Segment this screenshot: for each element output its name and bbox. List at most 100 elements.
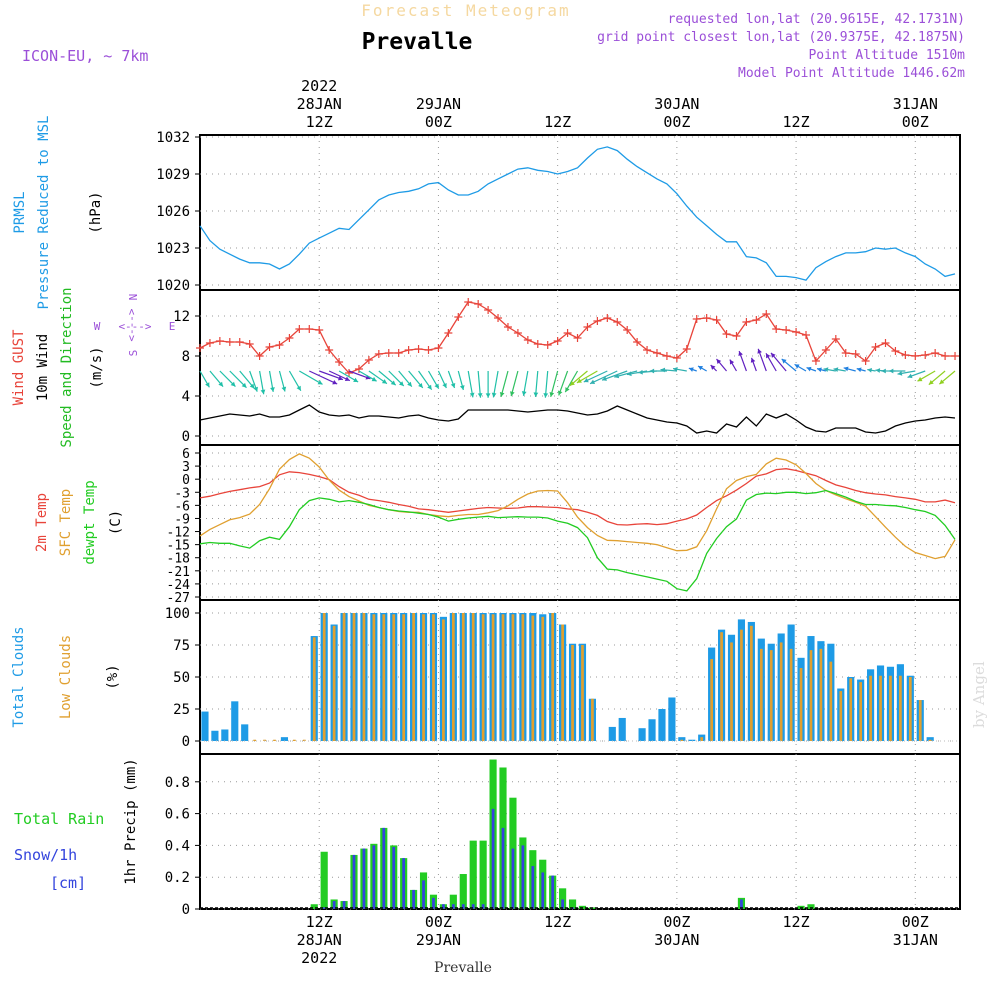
wind-arrow	[888, 368, 906, 374]
bar-snow-1h	[352, 854, 356, 909]
time-label-top: 12Z	[783, 113, 810, 131]
wind-arrow	[710, 364, 718, 372]
y-axis-label: 1hr Precip (mm)	[123, 758, 139, 884]
gust-marker	[841, 349, 850, 357]
wind-arrow	[239, 370, 255, 389]
legend-snow: Snow/1h	[14, 846, 77, 864]
wind-arrow	[229, 370, 247, 389]
wind-arrow	[328, 370, 351, 382]
bar-low-clouds	[531, 615, 535, 741]
y-tick-label: 0	[182, 734, 190, 750]
wind-arrow	[338, 370, 359, 383]
gust-marker	[325, 346, 334, 354]
gust-marker	[752, 316, 761, 324]
bar-low-clouds	[332, 625, 336, 741]
bar-total-clouds	[638, 728, 646, 741]
bar-low-clouds	[372, 614, 376, 741]
bar-low-clouds	[293, 739, 296, 741]
wind-arrow	[833, 367, 846, 372]
gust-marker	[414, 345, 423, 353]
bar-snow-1h	[551, 875, 555, 909]
y-tick-label: 1032	[156, 130, 190, 146]
gust-marker	[235, 338, 244, 346]
gust-marker	[911, 352, 920, 360]
time-label-top: 12Z	[544, 113, 571, 131]
wind-panel: 0 4 8 12 Wind GUST 10m Wind Speed and Directio…	[11, 287, 961, 448]
time-label-bottom: 00Z	[902, 913, 929, 931]
y-axis-label: dewpt Temp	[82, 480, 98, 564]
y-tick-label: -21	[167, 565, 190, 580]
gust-marker	[225, 338, 234, 346]
gust-marker	[295, 325, 304, 333]
bar-total-clouds	[211, 730, 219, 741]
gust-marker	[553, 337, 562, 345]
bar-total-rain	[807, 904, 815, 909]
bar-low-clouds	[710, 659, 713, 741]
bar-low-clouds	[501, 614, 505, 741]
wind-arrow	[816, 367, 827, 373]
wind-arrow	[543, 370, 549, 398]
gust-marker	[772, 325, 781, 333]
bar-total-rain	[479, 840, 487, 909]
bar-snow-1h	[521, 845, 525, 909]
y-axis-label: Total Clouds	[11, 626, 27, 727]
gust-marker	[871, 343, 880, 351]
svg-text:<--->: <--->	[125, 308, 138, 341]
wind-arrow	[614, 370, 638, 379]
bar-snow-1h	[491, 808, 495, 909]
time-label-bottom: 30JAN	[654, 931, 699, 949]
bar-total-rain	[469, 840, 477, 909]
gust-marker	[931, 349, 940, 357]
y-axis-label: Low Clouds	[58, 635, 74, 719]
gust-marker	[603, 314, 612, 322]
wind-arrow	[319, 370, 344, 381]
clouds-panel: 0 25 50 75 100 Total Clouds Low Clouds (%)	[11, 599, 961, 755]
bar-low-clouds	[302, 739, 306, 741]
gust-marker	[374, 350, 383, 358]
bar-low-clouds	[799, 668, 803, 741]
gust-marker	[573, 334, 582, 342]
bar-snow-1h	[402, 858, 406, 909]
y-axis-label: (C)	[108, 510, 124, 535]
time-label-top: 12Z	[306, 113, 333, 131]
gust-marker	[494, 314, 503, 322]
y-tick-label: 8	[182, 349, 190, 365]
gust-marker	[722, 330, 731, 338]
gust-marker	[831, 335, 840, 343]
y-tick-label: -24	[167, 578, 191, 593]
bar-low-clouds	[899, 675, 902, 741]
gust-marker	[404, 346, 413, 354]
y-axis-label: (%)	[105, 664, 121, 689]
bar-low-clouds	[829, 661, 833, 741]
y-tick-label: 6	[182, 447, 190, 462]
svg-text:E: E	[169, 320, 176, 333]
wind-arrow	[601, 370, 628, 381]
gust-marker	[384, 349, 393, 357]
gust-marker	[265, 343, 274, 351]
y-tick-label: 100	[165, 606, 190, 622]
gust-marker	[394, 349, 403, 357]
wind-arrow	[477, 370, 483, 398]
bar-total-rain	[449, 894, 457, 909]
wind-arrow	[729, 359, 737, 372]
grid-point-coords: grid point closest lon,lat (20.9375E, 42…	[597, 30, 965, 45]
wind-arrow	[467, 370, 475, 398]
bar-total-clouds	[221, 729, 229, 741]
bar-low-clouds	[342, 613, 346, 741]
gust-marker	[951, 352, 960, 360]
bar-low-clouds	[352, 613, 356, 741]
wind-arrow	[557, 370, 569, 396]
gust-marker	[335, 358, 344, 366]
gust-marker	[454, 313, 463, 321]
bar-low-clouds	[750, 625, 753, 741]
wind-arrow	[447, 370, 456, 389]
bar-low-clouds	[849, 678, 853, 741]
gust-marker	[682, 345, 691, 353]
gust-marker	[255, 352, 264, 360]
y-axis-label: 2m Temp	[34, 493, 50, 552]
gust-marker	[513, 329, 522, 337]
bar-low-clouds	[422, 614, 425, 741]
wind-arrow	[697, 365, 707, 372]
bar-low-clouds	[839, 691, 843, 741]
